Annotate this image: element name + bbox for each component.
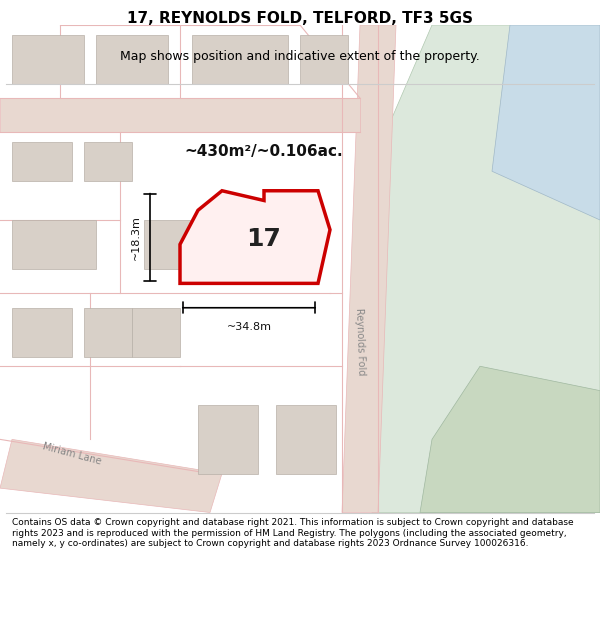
Text: Reynolds Fold: Reynolds Fold — [354, 308, 366, 376]
Polygon shape — [180, 191, 330, 283]
Bar — [132, 308, 180, 356]
Text: ~18.3m: ~18.3m — [131, 214, 141, 259]
Polygon shape — [0, 98, 360, 132]
Text: Map shows position and indicative extent of the property.: Map shows position and indicative extent… — [120, 50, 480, 62]
Text: Contains OS data © Crown copyright and database right 2021. This information is : Contains OS data © Crown copyright and d… — [12, 518, 574, 548]
Polygon shape — [0, 439, 222, 512]
Bar — [84, 142, 132, 181]
Polygon shape — [492, 25, 600, 220]
Polygon shape — [342, 25, 396, 512]
Text: Miriam Lane: Miriam Lane — [41, 441, 103, 467]
Bar — [12, 35, 84, 84]
Bar — [12, 308, 72, 356]
Bar — [300, 35, 348, 84]
Bar — [12, 220, 96, 269]
Bar — [192, 35, 288, 84]
Bar — [12, 142, 72, 181]
Polygon shape — [360, 25, 600, 512]
Text: 17: 17 — [247, 228, 281, 251]
Polygon shape — [420, 366, 600, 512]
Bar — [144, 220, 204, 269]
Text: 17, REYNOLDS FOLD, TELFORD, TF3 5GS: 17, REYNOLDS FOLD, TELFORD, TF3 5GS — [127, 11, 473, 26]
Bar — [198, 405, 258, 474]
Bar — [84, 308, 132, 356]
Text: ~34.8m: ~34.8m — [227, 322, 271, 332]
Bar — [276, 405, 336, 474]
Text: ~430m²/~0.106ac.: ~430m²/~0.106ac. — [185, 144, 343, 159]
Bar — [96, 35, 168, 84]
